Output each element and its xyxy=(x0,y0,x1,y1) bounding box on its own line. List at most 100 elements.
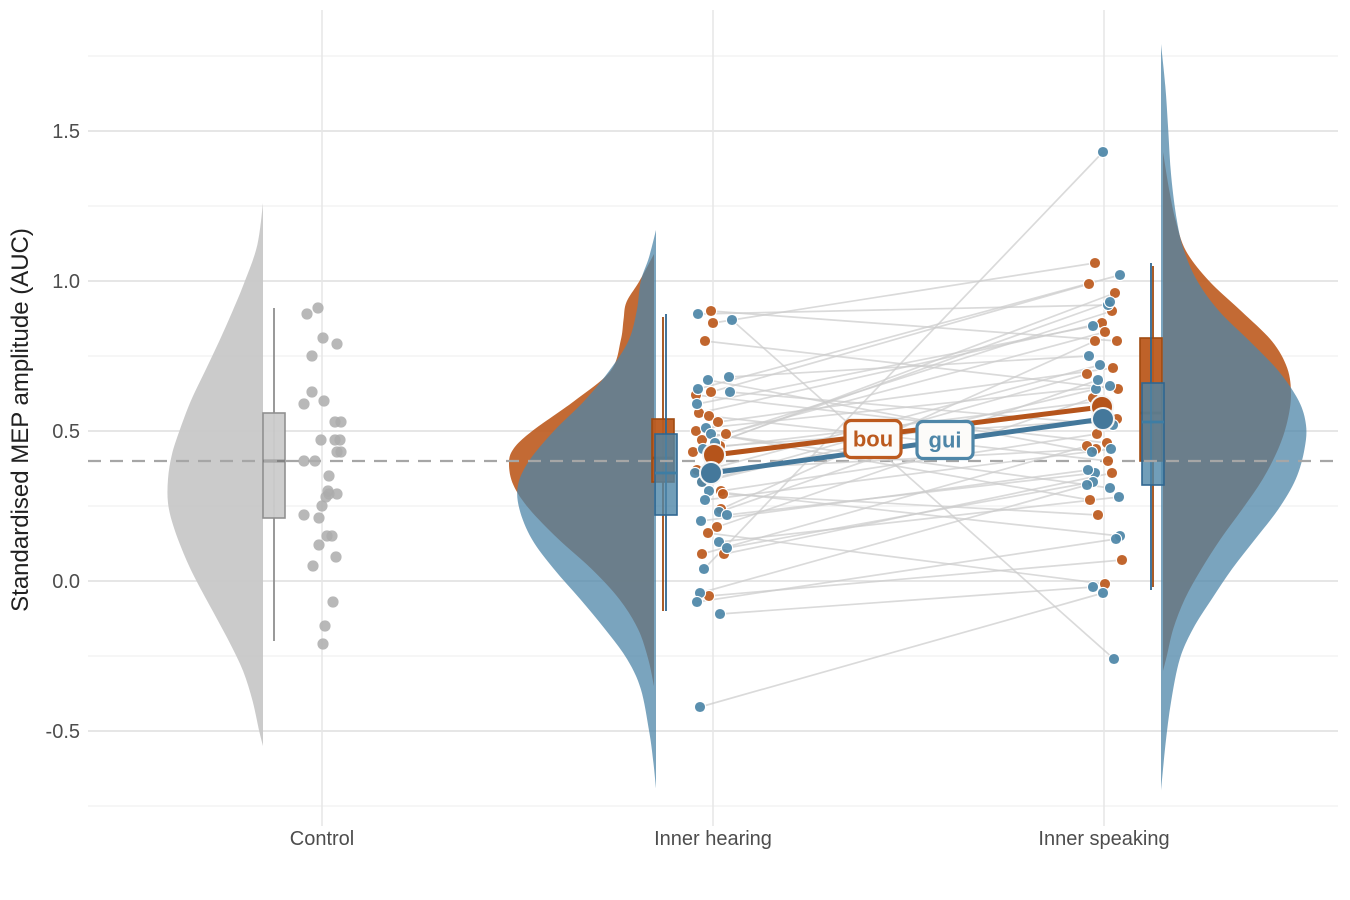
control-point xyxy=(307,560,319,572)
inner-speaking-point-bou xyxy=(1080,367,1094,381)
mean-markers xyxy=(699,395,1115,485)
paired-lines xyxy=(692,151,1123,708)
inner-hearing-point-gui xyxy=(722,370,736,384)
group-label-box-bou xyxy=(843,418,903,460)
inner-speaking-point-gui xyxy=(1093,358,1107,372)
pair-line-bou xyxy=(695,394,1108,444)
inner-speaking-point-bou xyxy=(1088,334,1102,348)
axis-labels: -0.5 0.0 0.5 1.0 1.5 Control Inner hearing Inne… xyxy=(46,121,1170,850)
control-point xyxy=(312,302,324,314)
pair-line-gui xyxy=(728,355,1090,378)
control-point xyxy=(298,455,310,467)
inner-speaking-point-gui xyxy=(1103,295,1117,309)
inner-hearing-point-bou xyxy=(698,334,712,348)
control-point xyxy=(330,551,342,563)
inner-speaking-point-bou xyxy=(1082,277,1096,291)
pair-line-gui xyxy=(705,385,1111,429)
inner-speaking-point-bou xyxy=(1088,256,1102,270)
inner-hearing-point-bou xyxy=(702,409,716,423)
control-point xyxy=(309,455,321,467)
x-category-label: Inner hearing xyxy=(654,828,772,850)
pair-line-bou xyxy=(722,493,1099,516)
control-point xyxy=(320,491,332,503)
inner-hearing-point-bou xyxy=(704,385,718,399)
inner-hearing-point-bou xyxy=(706,316,720,330)
control-point xyxy=(317,332,329,344)
pair-line-gui xyxy=(704,448,1112,501)
pair-line-bou xyxy=(707,532,1106,585)
pair-line-bou xyxy=(708,415,1109,462)
pair-line-gui xyxy=(700,469,1089,522)
mean-line-gui xyxy=(710,416,1104,476)
control-point xyxy=(335,446,347,458)
control-point xyxy=(331,338,343,350)
inner-speaking-point-bou xyxy=(1115,553,1129,567)
inner-speaking-gui-box xyxy=(1141,382,1165,486)
inner-hearing-point-gui xyxy=(698,493,712,507)
y-tick-label: -0.5 xyxy=(46,721,80,743)
pair-line-gui xyxy=(726,481,1094,549)
inner-hearing-point-gui xyxy=(691,307,705,321)
control-point xyxy=(335,416,347,428)
pair-line-gui xyxy=(703,151,1104,570)
inner-speaking-point-bou xyxy=(1098,325,1112,339)
inner-speaking-point-gui xyxy=(1103,481,1117,495)
inner-speaking-point-gui xyxy=(1085,445,1099,459)
pair-line-gui xyxy=(699,592,1104,708)
pair-line-gui xyxy=(719,586,1094,615)
inner-speaking-point-gui xyxy=(1091,373,1105,387)
group-label-text-bou: bou xyxy=(853,427,893,452)
pair-line-bou xyxy=(717,367,1114,423)
inner-hearing-point-bou xyxy=(701,526,715,540)
inner-hearing-point-gui xyxy=(701,373,715,387)
pair-line-gui xyxy=(731,319,1115,660)
inner-speaking-point-gui xyxy=(1096,586,1110,600)
inner-speaking-gui-violin xyxy=(1161,44,1307,791)
pair-line-bou xyxy=(712,262,1096,324)
inner-hearing-point-bou xyxy=(695,547,709,561)
control-point xyxy=(317,638,329,650)
control-point xyxy=(318,395,330,407)
control-point xyxy=(331,488,343,500)
inner-speaking-mean-dot-gui xyxy=(1091,407,1115,431)
y-tick-label: 1.0 xyxy=(52,271,80,293)
inner-speaking-point-gui xyxy=(1086,580,1100,594)
group-label-text-gui: gui xyxy=(929,428,962,453)
pair-line-gui xyxy=(694,364,1101,474)
pair-line-gui xyxy=(696,538,1117,603)
control-point xyxy=(334,434,346,446)
control-point xyxy=(306,386,318,398)
y-tick-label: 0.0 xyxy=(52,571,80,593)
pair-line-gui xyxy=(697,304,1109,315)
pair-line-gui xyxy=(699,484,1088,594)
control-point xyxy=(327,596,339,608)
pair-line-gui xyxy=(714,301,1111,444)
control-point xyxy=(326,530,338,542)
data-points xyxy=(298,145,1129,714)
inner-speaking-point-gui xyxy=(1109,532,1123,546)
inner-hearing-point-gui xyxy=(690,397,704,411)
control-violin xyxy=(167,203,263,746)
control-point xyxy=(313,512,325,524)
x-category-label: Control xyxy=(290,828,354,850)
inner-hearing-point-bou xyxy=(711,415,725,429)
inner-speaking-point-gui xyxy=(1082,349,1096,363)
pair-line-bou xyxy=(725,310,1113,435)
inner-speaking-point-gui xyxy=(1112,490,1126,504)
y-tick-label: 0.5 xyxy=(52,421,80,443)
inner-speaking-point-gui xyxy=(1107,652,1121,666)
inner-speaking-point-gui xyxy=(1113,268,1127,282)
x-category-label: Inner speaking xyxy=(1038,828,1169,850)
inner-hearing-point-bou xyxy=(704,304,718,318)
control-point xyxy=(301,308,313,320)
inner-speaking-point-gui xyxy=(1081,463,1095,477)
inner-hearing-mean-dot-gui xyxy=(699,461,723,485)
pair-line-gui xyxy=(697,274,1121,390)
inner-speaking-point-bou xyxy=(1091,508,1105,522)
inner-speaking-point-bou xyxy=(1101,454,1115,468)
inner-hearing-point-gui xyxy=(725,313,739,327)
control-point xyxy=(298,509,310,521)
group-label-box-gui xyxy=(915,419,975,461)
